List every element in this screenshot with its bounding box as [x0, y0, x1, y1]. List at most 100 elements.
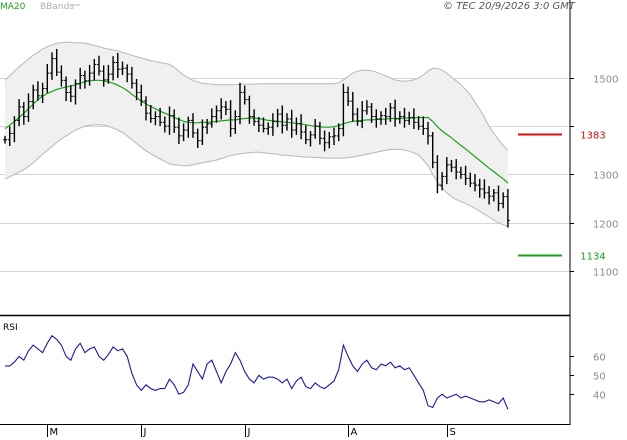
ohlc-bar: [294, 117, 299, 135]
ohlc-bar: [449, 160, 454, 173]
ohlc-bar: [463, 165, 468, 186]
ohlc-bar: [172, 109, 177, 133]
time-tick-label: A: [351, 427, 358, 438]
ohlc-bar: [402, 107, 407, 128]
ohlc-bar: [214, 105, 219, 123]
ohlc-bar: [106, 64, 111, 84]
price-tick-label: 1200: [593, 220, 618, 231]
price-tick-label: 1500: [593, 75, 618, 86]
ohlc-bar: [242, 85, 247, 105]
ohlc-bar: [97, 55, 101, 76]
resistance-level-label: 1383: [580, 131, 605, 142]
bollinger-upper-line: [4, 41, 509, 151]
ohlc-bar: [289, 109, 294, 138]
ohlc-bar: [148, 104, 153, 123]
ohlc-bar: [144, 96, 148, 121]
ohlc-bar: [454, 159, 459, 180]
ohlc-bar: [369, 103, 374, 123]
ohlc-bar: [195, 128, 200, 148]
rsi-tick-label: 60: [593, 353, 606, 364]
ohlc-bar: [379, 111, 383, 125]
rsi-title: RSI: [3, 323, 18, 333]
ohlc-bar: [468, 172, 473, 188]
price-levels: 1383 1134: [518, 131, 606, 263]
ohlc-bar: [336, 123, 341, 142]
rsi-axis-ticks: 40 50 60: [570, 353, 606, 402]
ohlc-bar: [435, 155, 440, 194]
ohlc-bar: [21, 102, 26, 125]
ohlc-bar: [383, 107, 388, 125]
ohlc-bar: [285, 113, 289, 131]
ohlc-bar: [31, 84, 36, 110]
ohlc-bar: [200, 119, 205, 146]
ohlc-bar: [7, 126, 12, 146]
ohlc-bar: [73, 79, 78, 105]
ohlc-bar: [360, 101, 365, 129]
ohlc-bar: [238, 82, 242, 125]
ohlc-bar: [299, 114, 304, 140]
ohlc-bar: [59, 65, 64, 87]
ohlc-bar: [120, 61, 125, 76]
ohlc-bar: [176, 117, 181, 145]
ohlc-bar: [440, 172, 445, 191]
ohlc-bars: [3, 48, 510, 228]
ohlc-bar: [388, 103, 393, 122]
ohlc-bar: [416, 116, 421, 131]
ohlc-bar: [209, 108, 214, 128]
ohlc-bar: [270, 113, 275, 136]
ohlc-bar: [317, 121, 322, 145]
ohlc-bar: [350, 91, 355, 122]
ohlc-bar: [256, 117, 261, 132]
ohlc-bar: [64, 76, 69, 102]
ohlc-bar: [505, 188, 510, 228]
ohlc-bar: [158, 107, 163, 127]
price-tick-label: 1300: [593, 171, 618, 182]
ohlc-bar: [303, 125, 308, 145]
legend-bbands: BBands: [40, 2, 74, 12]
ohlc-bar: [191, 113, 195, 138]
copyright-text: © TEC 20/9/2026 3:0 GMT: [443, 1, 576, 12]
ohlc-bar: [487, 186, 492, 205]
rsi-tick-label: 40: [593, 391, 606, 402]
price-tick-label: 1100: [593, 268, 618, 279]
legend-ma20: MA20: [0, 2, 26, 12]
ohlc-bar: [205, 118, 210, 134]
ohlc-bar: [252, 109, 257, 126]
ohlc-bar: [261, 117, 266, 133]
ohlc-bar: [247, 95, 252, 124]
ohlc-bar: [374, 109, 379, 128]
ohlc-bar: [12, 116, 17, 143]
ohlc-bar: [313, 118, 318, 139]
ohlc-bar: [233, 110, 238, 134]
price-axis-ticks: 1100 1200 1300 1500: [570, 75, 618, 279]
ohlc-bar: [50, 52, 54, 80]
ohlc-bar: [280, 105, 285, 134]
ohlc-bar: [266, 122, 271, 135]
rsi-tick-label: 50: [593, 372, 606, 383]
ohlc-bar: [186, 116, 191, 138]
ohlc-bar: [129, 66, 134, 89]
ohlc-bar: [219, 98, 224, 120]
ohlc-bar: [430, 132, 435, 169]
bollinger-lower-line: [4, 124, 509, 228]
ohlc-bar: [332, 127, 336, 146]
time-tick-label: J: [143, 427, 147, 438]
ohlc-bar: [111, 56, 116, 81]
ohlc-bar: [364, 100, 369, 115]
time-tick-label: M: [50, 427, 59, 438]
ohlc-bar: [167, 106, 172, 135]
ohlc-bar: [45, 63, 50, 93]
time-tick-label: J: [247, 427, 251, 438]
ohlc-bar: [458, 166, 463, 179]
ohlc-bar: [228, 100, 233, 137]
ohlc-bar: [355, 107, 360, 126]
ohlc-bar: [134, 78, 139, 101]
ohlc-bar: [3, 135, 7, 144]
ohlc-bar: [322, 130, 327, 152]
ohlc-bar: [26, 93, 31, 122]
ohlc-bar: [125, 64, 130, 83]
ohlc-bar: [35, 81, 40, 101]
ohlc-bar: [444, 157, 449, 185]
ohlc-bar: [407, 111, 412, 125]
